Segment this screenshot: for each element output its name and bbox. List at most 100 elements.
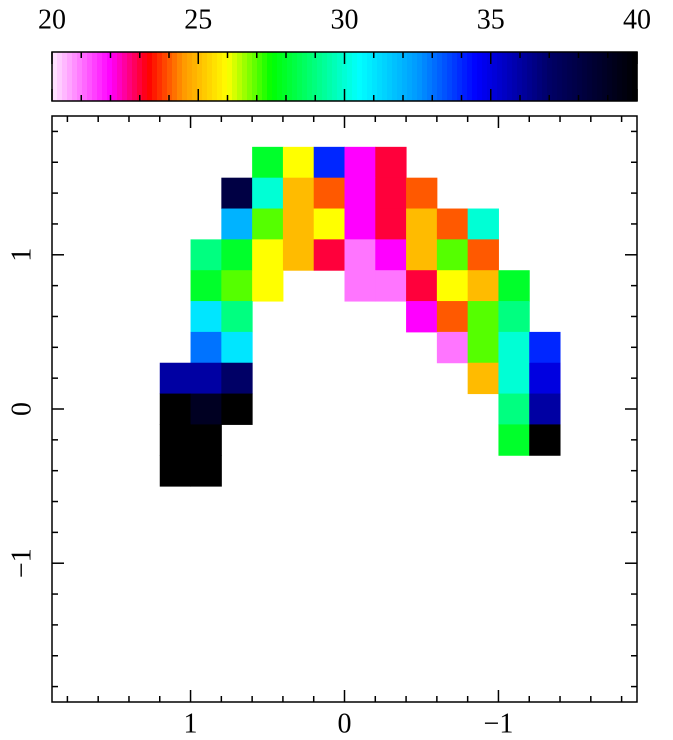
heatmap-cell: [375, 270, 407, 302]
colorbar-strip: [317, 52, 323, 101]
heatmap-cell: [375, 177, 407, 210]
heatmap-cell: [467, 239, 499, 271]
colorbar-strip: [77, 52, 83, 101]
colorbar-strip: [442, 52, 448, 101]
colorbar-strip: [507, 52, 513, 101]
colorbar-strip: [592, 52, 598, 101]
colorbar-strip: [347, 52, 353, 101]
colorbar-strip: [152, 52, 158, 101]
colorbar-strip: [237, 52, 243, 101]
heatmap-cell: [467, 208, 499, 240]
heatmap-cell: [436, 208, 469, 240]
colorbar-strip: [422, 52, 428, 101]
colorbar-strip: [352, 52, 358, 101]
heatmap-cell: [159, 424, 192, 456]
colorbar-strip: [227, 52, 233, 101]
colorbar-strip: [632, 52, 638, 101]
heatmap-cell: [221, 239, 253, 271]
colorbar-strip: [262, 52, 268, 101]
colorbar-strip: [412, 52, 418, 101]
colorbar-strip: [142, 52, 148, 101]
colorbar-strip: [372, 52, 378, 101]
heatmap-cell: [159, 393, 192, 425]
heatmap-cell: [252, 146, 284, 179]
colorbar-strip: [297, 52, 303, 101]
heatmap-cell: [282, 239, 315, 271]
colorbar-strip: [607, 52, 613, 101]
colorbar-strip: [202, 52, 208, 101]
colorbar-strip: [542, 52, 548, 101]
colorbar-strip: [292, 52, 298, 101]
colorbar-strip: [102, 52, 108, 101]
colorbar-strip: [612, 52, 618, 101]
colorbar-strip: [187, 52, 193, 101]
colorbar-strip: [62, 52, 68, 101]
y-tick-label: 1: [6, 248, 37, 262]
colorbar-strip: [217, 52, 223, 101]
heatmap-cell: [498, 331, 530, 364]
colorbar-strip: [172, 52, 178, 101]
heatmap-cell: [344, 239, 376, 271]
heatmap-cell: [436, 301, 469, 333]
colorbar-strip: [452, 52, 458, 101]
colorbar-strip: [432, 52, 438, 101]
heatmap-cell: [436, 270, 469, 302]
colorbar-strip: [362, 52, 368, 101]
colorbar-strip: [567, 52, 573, 101]
heatmap-cell: [159, 455, 192, 487]
colorbar-strip: [157, 52, 163, 101]
colorbar-strip: [282, 52, 288, 101]
heatmap-cell: [252, 270, 284, 302]
colorbar-strip: [92, 52, 98, 101]
colorbar-strip: [582, 52, 588, 101]
colorbar-strip: [457, 52, 463, 101]
heatmap-cell: [221, 331, 253, 364]
colorbar-strip: [427, 52, 433, 101]
heatmap-cell: [190, 455, 222, 487]
y-tick-label: −1: [6, 548, 37, 578]
heatmap-cell: [159, 362, 192, 395]
colorbar-strip: [272, 52, 278, 101]
heatmap-cell: [529, 331, 561, 364]
heatmap-cell: [529, 393, 561, 425]
heatmap-cell: [498, 393, 530, 425]
colorbar-strip: [602, 52, 608, 101]
colorbar-strip: [82, 52, 88, 101]
colorbar-strip: [112, 52, 118, 101]
heatmap-cell: [375, 146, 407, 179]
heatmap-cell: [406, 208, 438, 240]
colorbar-strip: [462, 52, 468, 101]
colorbar-strip: [247, 52, 253, 101]
heatmap-cell: [252, 239, 284, 271]
heatmap-cell: [344, 146, 376, 179]
heatmap-cell: [467, 362, 499, 395]
heatmap-cell: [282, 177, 315, 210]
x-tick-label: 1: [184, 708, 198, 739]
colorbar-strip: [182, 52, 188, 101]
colorbar-strip: [387, 52, 393, 101]
colorbar-strip: [342, 52, 348, 101]
colorbar-strip: [552, 52, 558, 101]
y-tick-label: 0: [6, 402, 37, 416]
colorbar-strip: [72, 52, 78, 101]
colorbar-strip: [467, 52, 473, 101]
colorbar-strip: [212, 52, 218, 101]
colorbar-strip: [122, 52, 128, 101]
heatmap-cell: [190, 362, 222, 395]
colorbar-strip: [557, 52, 563, 101]
colorbar-strip: [207, 52, 213, 101]
heatmap-cell: [190, 331, 222, 364]
heatmap-cell: [436, 331, 469, 364]
colorbar-tick-label: 25: [184, 4, 212, 35]
colorbar-strip: [492, 52, 498, 101]
colorbar-strip: [97, 52, 103, 101]
colorbar-tick-label: 30: [331, 4, 359, 35]
colorbar-strip: [522, 52, 528, 101]
colorbar: [52, 52, 638, 101]
x-tick-label: 0: [338, 708, 352, 739]
colorbar-strip: [192, 52, 198, 101]
colorbar-strip: [622, 52, 628, 101]
colorbar-strip: [597, 52, 603, 101]
heatmap-cell: [282, 146, 315, 179]
